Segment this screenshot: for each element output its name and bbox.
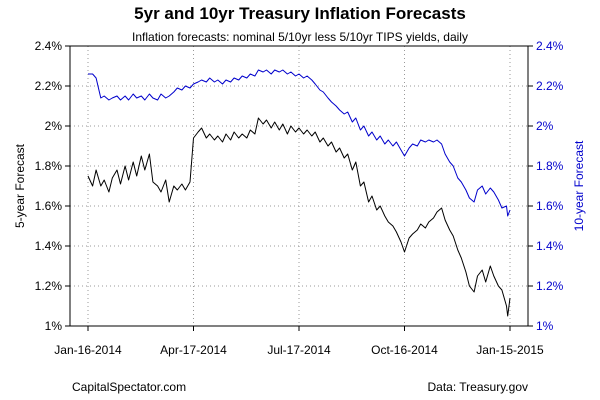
- y-tick-label-left: 1.4%: [35, 239, 63, 253]
- series-layer: [87, 69, 511, 317]
- y-tick-label-right: 1.8%: [536, 159, 564, 173]
- y-tick-label-right: 1%: [536, 319, 554, 333]
- y-tick-label-right: 1.6%: [536, 199, 564, 213]
- grid: [70, 45, 528, 327]
- y-tick-label-right: 2.2%: [536, 79, 564, 93]
- x-tick-label: Jan-16-2014: [54, 343, 122, 357]
- x-tick-label: Jan-15-2015: [476, 343, 544, 357]
- footer-source-site: CapitalSpectator.com: [72, 380, 187, 394]
- axes: Jan-16-2014 Apr-17-2014 Jul-17-2014 Oct-16-…: [35, 39, 564, 357]
- y-tick-label-left: 2%: [45, 119, 63, 133]
- footer-data-source: Data: Treasury.gov: [427, 380, 529, 394]
- series-line-10yr: [88, 69, 511, 217]
- y-tick-label-left: 1.2%: [35, 279, 63, 293]
- chart-subtitle: Inflation forecasts: nominal 5/10yr less…: [132, 30, 468, 44]
- y-tick-label-left: 1.8%: [35, 159, 63, 173]
- y-tick-label-left: 1%: [45, 319, 63, 333]
- series-line-5yr: [87, 117, 511, 317]
- y-tick-label-right: 1.4%: [536, 239, 564, 253]
- y-tick-label-left: 1.6%: [35, 199, 63, 213]
- y-tick-label-left: 2.4%: [35, 39, 63, 53]
- y-axis-label-left: 5-year Forecast: [13, 143, 27, 228]
- y-tick-label-right: 2%: [536, 119, 554, 133]
- y-tick-label-right: 2.4%: [536, 39, 564, 53]
- x-tick-label: Oct-16-2014: [371, 343, 438, 357]
- y-tick-label-left: 2.2%: [35, 79, 63, 93]
- chart-title: 5yr and 10yr Treasury Inflation Forecast…: [134, 4, 466, 23]
- y-axis-label-right: 10-year Forecast: [572, 140, 586, 231]
- x-tick-label: Apr-17-2014: [160, 343, 227, 357]
- x-tick-label: Jul-17-2014: [267, 343, 331, 357]
- y-tick-label-right: 1.2%: [536, 279, 564, 293]
